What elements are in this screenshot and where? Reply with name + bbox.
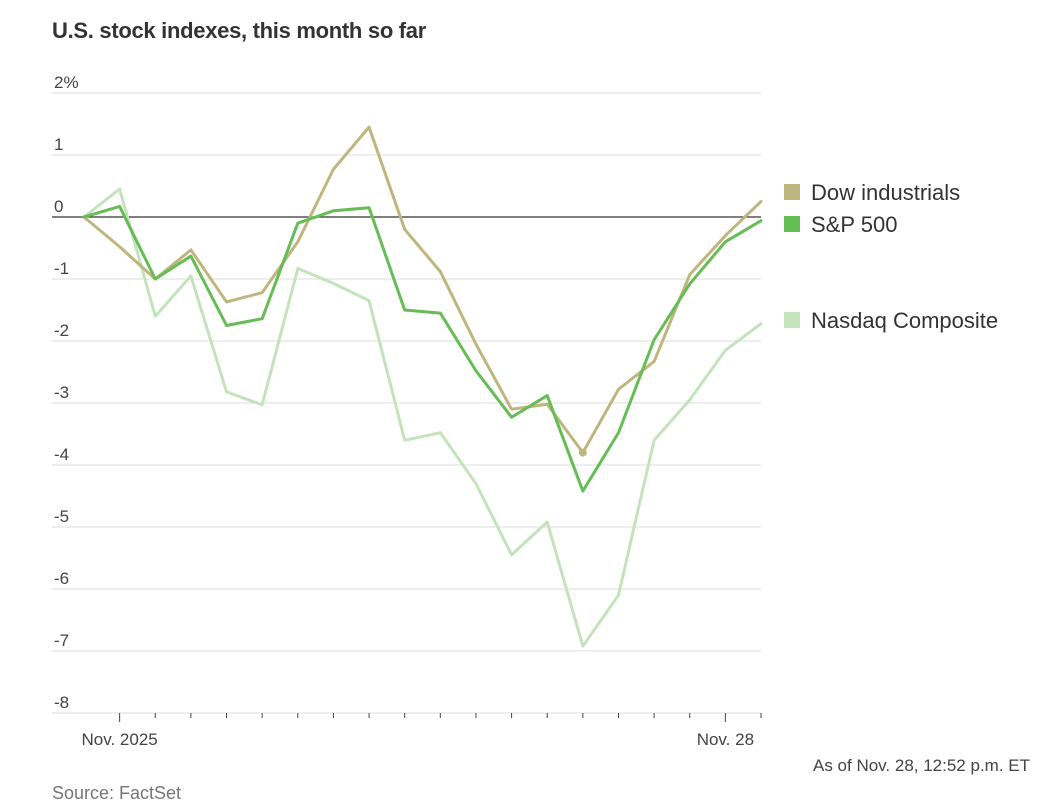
legend: Dow industrials S&P 500 Nasdaq Composite (784, 180, 998, 333)
chart-title: U.S. stock indexes, this month so far (52, 18, 426, 43)
y-tick-label: 1 (54, 135, 63, 154)
x-tick-label: Nov. 28 (697, 730, 754, 749)
legend-swatch (784, 184, 800, 200)
series-line-dow-industrials (82, 125, 763, 455)
legend-label: Dow industrials (811, 180, 960, 205)
y-tick-label: -6 (54, 569, 69, 588)
legend-swatch (784, 216, 800, 232)
y-tick-label: -8 (54, 693, 69, 712)
y-tick-label: -3 (54, 383, 69, 402)
x-axis: Nov. 2025 Nov. 28 (82, 713, 762, 749)
y-tick-label: 2% (54, 73, 79, 92)
series-lines (82, 125, 763, 648)
source-note: Source: FactSet (52, 783, 182, 803)
series-line-nasdaq-composite (82, 187, 763, 648)
gridlines (52, 92, 761, 714)
series-point-marker (578, 448, 587, 457)
y-tick-label: -7 (54, 631, 69, 650)
legend-swatch (784, 312, 800, 328)
y-tick-label: -2 (54, 321, 69, 340)
legend-label: S&P 500 (811, 212, 897, 237)
as-of-timestamp: As of Nov. 28, 12:52 p.m. ET (812, 756, 1030, 775)
x-tick-label: Nov. 2025 (82, 730, 158, 749)
y-tick-label: 0 (54, 197, 63, 216)
series-line-s-p-500 (82, 204, 763, 493)
legend-label: Nasdaq Composite (811, 308, 998, 333)
y-tick-label: -4 (54, 445, 69, 464)
y-tick-label: -1 (54, 259, 69, 278)
y-tick-label: -5 (54, 507, 69, 526)
y-axis-tick-labels: 2% 1 0 -1 -2 -3 -4 -5 -6 -7 -8 (54, 73, 79, 712)
